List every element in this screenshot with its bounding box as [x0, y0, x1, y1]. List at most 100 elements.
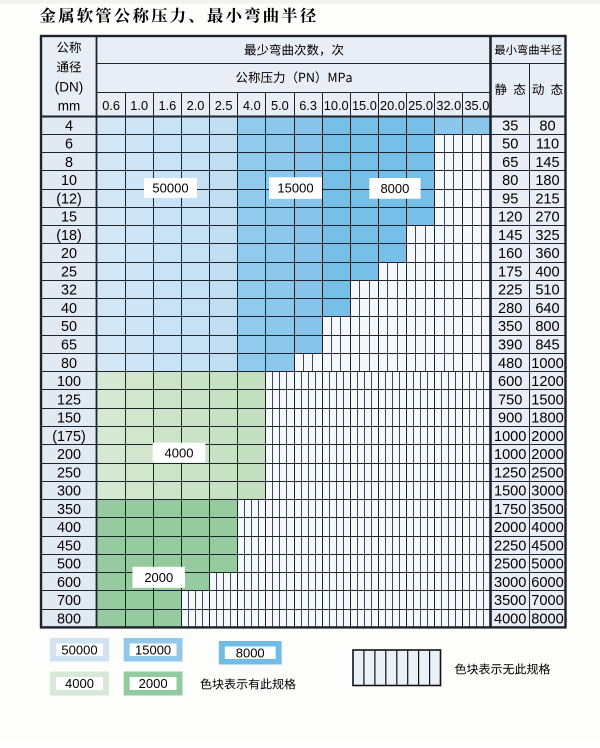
- svg-text:1800: 1800: [531, 411, 563, 427]
- svg-text:225: 225: [498, 283, 522, 299]
- svg-text:5000: 5000: [531, 557, 563, 573]
- svg-text:4.0: 4.0: [243, 98, 261, 113]
- svg-text:10.0: 10.0: [324, 98, 349, 113]
- svg-text:80: 80: [502, 173, 518, 189]
- svg-text:(18): (18): [56, 228, 82, 244]
- svg-text:800: 800: [57, 612, 81, 628]
- svg-text:4000: 4000: [165, 445, 194, 460]
- svg-text:180: 180: [535, 173, 559, 189]
- svg-text:110: 110: [536, 137, 559, 153]
- svg-text:15000: 15000: [277, 181, 313, 196]
- svg-text:4: 4: [65, 118, 73, 134]
- svg-text:2250: 2250: [494, 538, 526, 554]
- svg-text:20.0: 20.0: [380, 98, 405, 113]
- svg-text:1.6: 1.6: [159, 98, 177, 113]
- svg-text:6: 6: [65, 137, 73, 153]
- svg-text:300: 300: [57, 484, 81, 500]
- svg-text:15.0: 15.0: [352, 98, 377, 113]
- svg-text:120: 120: [498, 210, 522, 226]
- svg-text:50000: 50000: [152, 181, 188, 196]
- svg-text:0.6: 0.6: [102, 98, 120, 113]
- svg-text:50000: 50000: [61, 643, 97, 658]
- svg-text:25.0: 25.0: [408, 98, 433, 113]
- svg-text:(DN): (DN): [55, 80, 84, 95]
- svg-text:1000: 1000: [494, 429, 526, 445]
- svg-text:150: 150: [57, 411, 81, 427]
- svg-text:1000: 1000: [494, 447, 526, 463]
- svg-text:mm: mm: [58, 99, 81, 114]
- svg-text:1250: 1250: [494, 465, 526, 481]
- svg-text:6000: 6000: [531, 575, 563, 591]
- svg-text:390: 390: [498, 338, 522, 354]
- svg-text:8: 8: [65, 155, 73, 171]
- svg-text:8000: 8000: [531, 612, 563, 628]
- svg-text:3000: 3000: [531, 484, 563, 500]
- svg-text:3500: 3500: [494, 593, 526, 609]
- svg-text:15: 15: [61, 210, 77, 226]
- svg-text:400: 400: [57, 520, 81, 536]
- svg-text:3500: 3500: [531, 502, 563, 518]
- svg-text:50: 50: [61, 319, 77, 335]
- svg-text:8000: 8000: [236, 646, 265, 661]
- svg-text:270: 270: [535, 210, 559, 226]
- svg-text:1200: 1200: [531, 374, 563, 390]
- svg-text:80: 80: [61, 356, 77, 372]
- svg-text:4000: 4000: [531, 520, 563, 536]
- svg-text:2000: 2000: [494, 520, 526, 536]
- svg-text:35: 35: [502, 118, 518, 134]
- svg-text:1500: 1500: [494, 484, 526, 500]
- svg-text:480: 480: [498, 356, 522, 372]
- svg-text:4500: 4500: [531, 538, 563, 554]
- svg-text:500: 500: [57, 557, 81, 573]
- svg-text:2000: 2000: [139, 676, 168, 691]
- svg-text:325: 325: [535, 228, 559, 244]
- svg-text:600: 600: [498, 374, 522, 390]
- svg-text:1500: 1500: [531, 392, 563, 408]
- svg-text:65: 65: [61, 338, 77, 354]
- svg-text:40: 40: [61, 301, 77, 317]
- svg-text:350: 350: [57, 502, 81, 518]
- svg-text:7000: 7000: [531, 593, 563, 609]
- svg-text:6.3: 6.3: [299, 98, 317, 113]
- svg-text:640: 640: [535, 301, 559, 317]
- svg-text:1000: 1000: [531, 356, 563, 372]
- svg-text:8000: 8000: [380, 181, 409, 196]
- svg-text:4000: 4000: [494, 612, 526, 628]
- svg-text:700: 700: [57, 593, 81, 609]
- svg-text:2000: 2000: [531, 429, 563, 445]
- svg-text:15000: 15000: [135, 643, 171, 658]
- svg-text:95: 95: [502, 191, 518, 207]
- svg-text:4000: 4000: [65, 676, 94, 691]
- svg-text:900: 900: [498, 411, 522, 427]
- svg-text:2500: 2500: [531, 465, 563, 481]
- svg-text:32: 32: [61, 283, 77, 299]
- svg-text:(175): (175): [52, 429, 86, 445]
- svg-text:250: 250: [57, 465, 81, 481]
- svg-text:350: 350: [498, 319, 522, 335]
- svg-text:5.0: 5.0: [271, 98, 289, 113]
- svg-text:2000: 2000: [531, 447, 563, 463]
- svg-text:510: 510: [535, 283, 559, 299]
- svg-text:145: 145: [498, 228, 522, 244]
- svg-text:100: 100: [57, 374, 81, 390]
- svg-text:2000: 2000: [144, 570, 173, 585]
- svg-text:280: 280: [498, 301, 522, 317]
- svg-text:845: 845: [535, 338, 559, 354]
- svg-text:2.0: 2.0: [187, 98, 205, 113]
- svg-text:32.0: 32.0: [436, 98, 461, 113]
- svg-text:65: 65: [502, 155, 518, 171]
- svg-text:800: 800: [535, 319, 559, 335]
- svg-text:125: 125: [57, 392, 81, 408]
- svg-text:400: 400: [535, 264, 559, 280]
- svg-text:2500: 2500: [494, 557, 526, 573]
- svg-text:1.0: 1.0: [130, 98, 148, 113]
- svg-text:600: 600: [57, 575, 81, 591]
- svg-text:3000: 3000: [494, 575, 526, 591]
- svg-text:160: 160: [498, 246, 522, 262]
- svg-text:360: 360: [535, 246, 559, 262]
- svg-text:25: 25: [61, 264, 77, 280]
- svg-text:145: 145: [535, 155, 559, 171]
- svg-text:750: 750: [498, 392, 522, 408]
- svg-text:10: 10: [61, 173, 77, 189]
- svg-text:35.0: 35.0: [464, 98, 489, 113]
